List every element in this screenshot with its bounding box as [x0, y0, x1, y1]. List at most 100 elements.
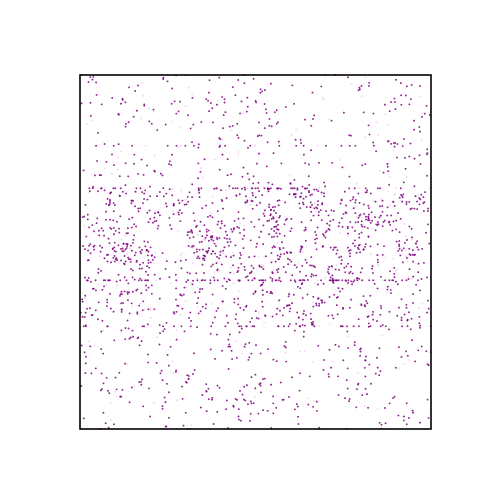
scatter-point [121, 239, 123, 241]
scatter-point [393, 150, 395, 152]
scatter-point [355, 206, 357, 208]
scatter-point [295, 129, 297, 131]
scatter-point [377, 408, 379, 410]
scatter-point [84, 297, 86, 299]
scatter-point [387, 191, 389, 193]
scatter-point [189, 247, 191, 249]
scatter-point [324, 187, 326, 189]
scatter-point [200, 167, 202, 169]
scatter-point [185, 287, 187, 289]
scatter-point [339, 159, 341, 161]
scatter-point [114, 391, 116, 393]
scatter-point [285, 352, 287, 354]
scatter-point [246, 187, 248, 189]
scatter-point [230, 267, 232, 269]
scatter-point [131, 306, 133, 308]
scatter-point [249, 204, 251, 206]
scatter-point [133, 386, 135, 388]
scatter-point [110, 245, 112, 247]
scatter-point [403, 363, 405, 365]
scatter-point [389, 205, 391, 207]
scatter-point [421, 140, 423, 142]
scatter-point [124, 235, 126, 237]
scatter-point [214, 271, 216, 273]
scatter-point [126, 253, 128, 255]
scatter-point [171, 189, 173, 191]
scatter-point [405, 250, 407, 252]
scatter-point [404, 223, 406, 225]
scatter-point [155, 252, 157, 254]
scatter-point [263, 266, 265, 268]
scatter-point [382, 279, 384, 281]
scatter-point [145, 145, 147, 147]
scatter-point [191, 94, 193, 96]
scatter-point [127, 363, 129, 365]
scatter-point [417, 194, 419, 196]
scatter-point [178, 147, 180, 149]
scatter-point [406, 176, 408, 178]
scatter-point [150, 325, 152, 327]
scatter-point [190, 282, 192, 284]
scatter-point [324, 277, 326, 279]
scatter-point [233, 273, 235, 275]
scatter-point [143, 95, 145, 97]
scatter-point [204, 257, 206, 259]
scatter-point [408, 276, 410, 278]
scatter-point [405, 235, 407, 237]
scatter-point [244, 225, 246, 227]
scatter-point [86, 123, 88, 125]
scatter-point [171, 121, 173, 123]
scatter-point [299, 350, 301, 352]
scatter-point [185, 300, 187, 302]
scatter-point [411, 239, 413, 241]
scatter-point [420, 96, 422, 98]
scatter-point [91, 120, 93, 122]
scatter-point [297, 262, 299, 264]
scatter-point [104, 187, 106, 189]
scatter-point [408, 359, 410, 361]
scatter-point [365, 136, 367, 138]
scatter-point [329, 324, 331, 326]
scatter-point [356, 244, 358, 246]
scatter-point [313, 400, 315, 402]
scatter-point [408, 257, 410, 259]
scatter-point [203, 239, 205, 241]
scatter-point [254, 396, 256, 398]
scatter-point [392, 258, 394, 260]
scatter-point [329, 118, 331, 120]
scatter-point [395, 187, 397, 189]
scatter-point [395, 270, 397, 272]
scatter-point [371, 228, 373, 230]
scatter-point [219, 269, 221, 271]
scatter-point [306, 246, 308, 248]
scatter-point [387, 124, 389, 126]
scatter-point [214, 159, 216, 161]
scatter-point [217, 99, 219, 101]
scatter-point [141, 82, 143, 84]
scatter-point [191, 424, 193, 426]
scatter-point [210, 212, 212, 214]
scatter-point [317, 279, 319, 281]
scatter-point [289, 174, 291, 176]
scatter-point [106, 284, 108, 286]
scatter-point [223, 253, 225, 255]
scatter-point [332, 361, 334, 363]
scatter-point [347, 336, 349, 338]
scatter-point [368, 277, 370, 279]
scatter-point [421, 303, 423, 305]
scatter-point [140, 302, 142, 304]
scatter-point [277, 242, 279, 244]
scatter-point [129, 247, 131, 249]
scatter-point [239, 223, 241, 225]
scatter-point [385, 257, 387, 259]
scatter-point [228, 187, 230, 189]
scatter-point [153, 402, 155, 404]
scatter-point [116, 285, 118, 287]
scatter-point [120, 331, 122, 333]
scatter-point [197, 286, 199, 288]
scatter-point [153, 111, 155, 113]
scatter-point [291, 134, 293, 136]
scatter-point [375, 121, 377, 123]
scatter-point [407, 260, 409, 262]
